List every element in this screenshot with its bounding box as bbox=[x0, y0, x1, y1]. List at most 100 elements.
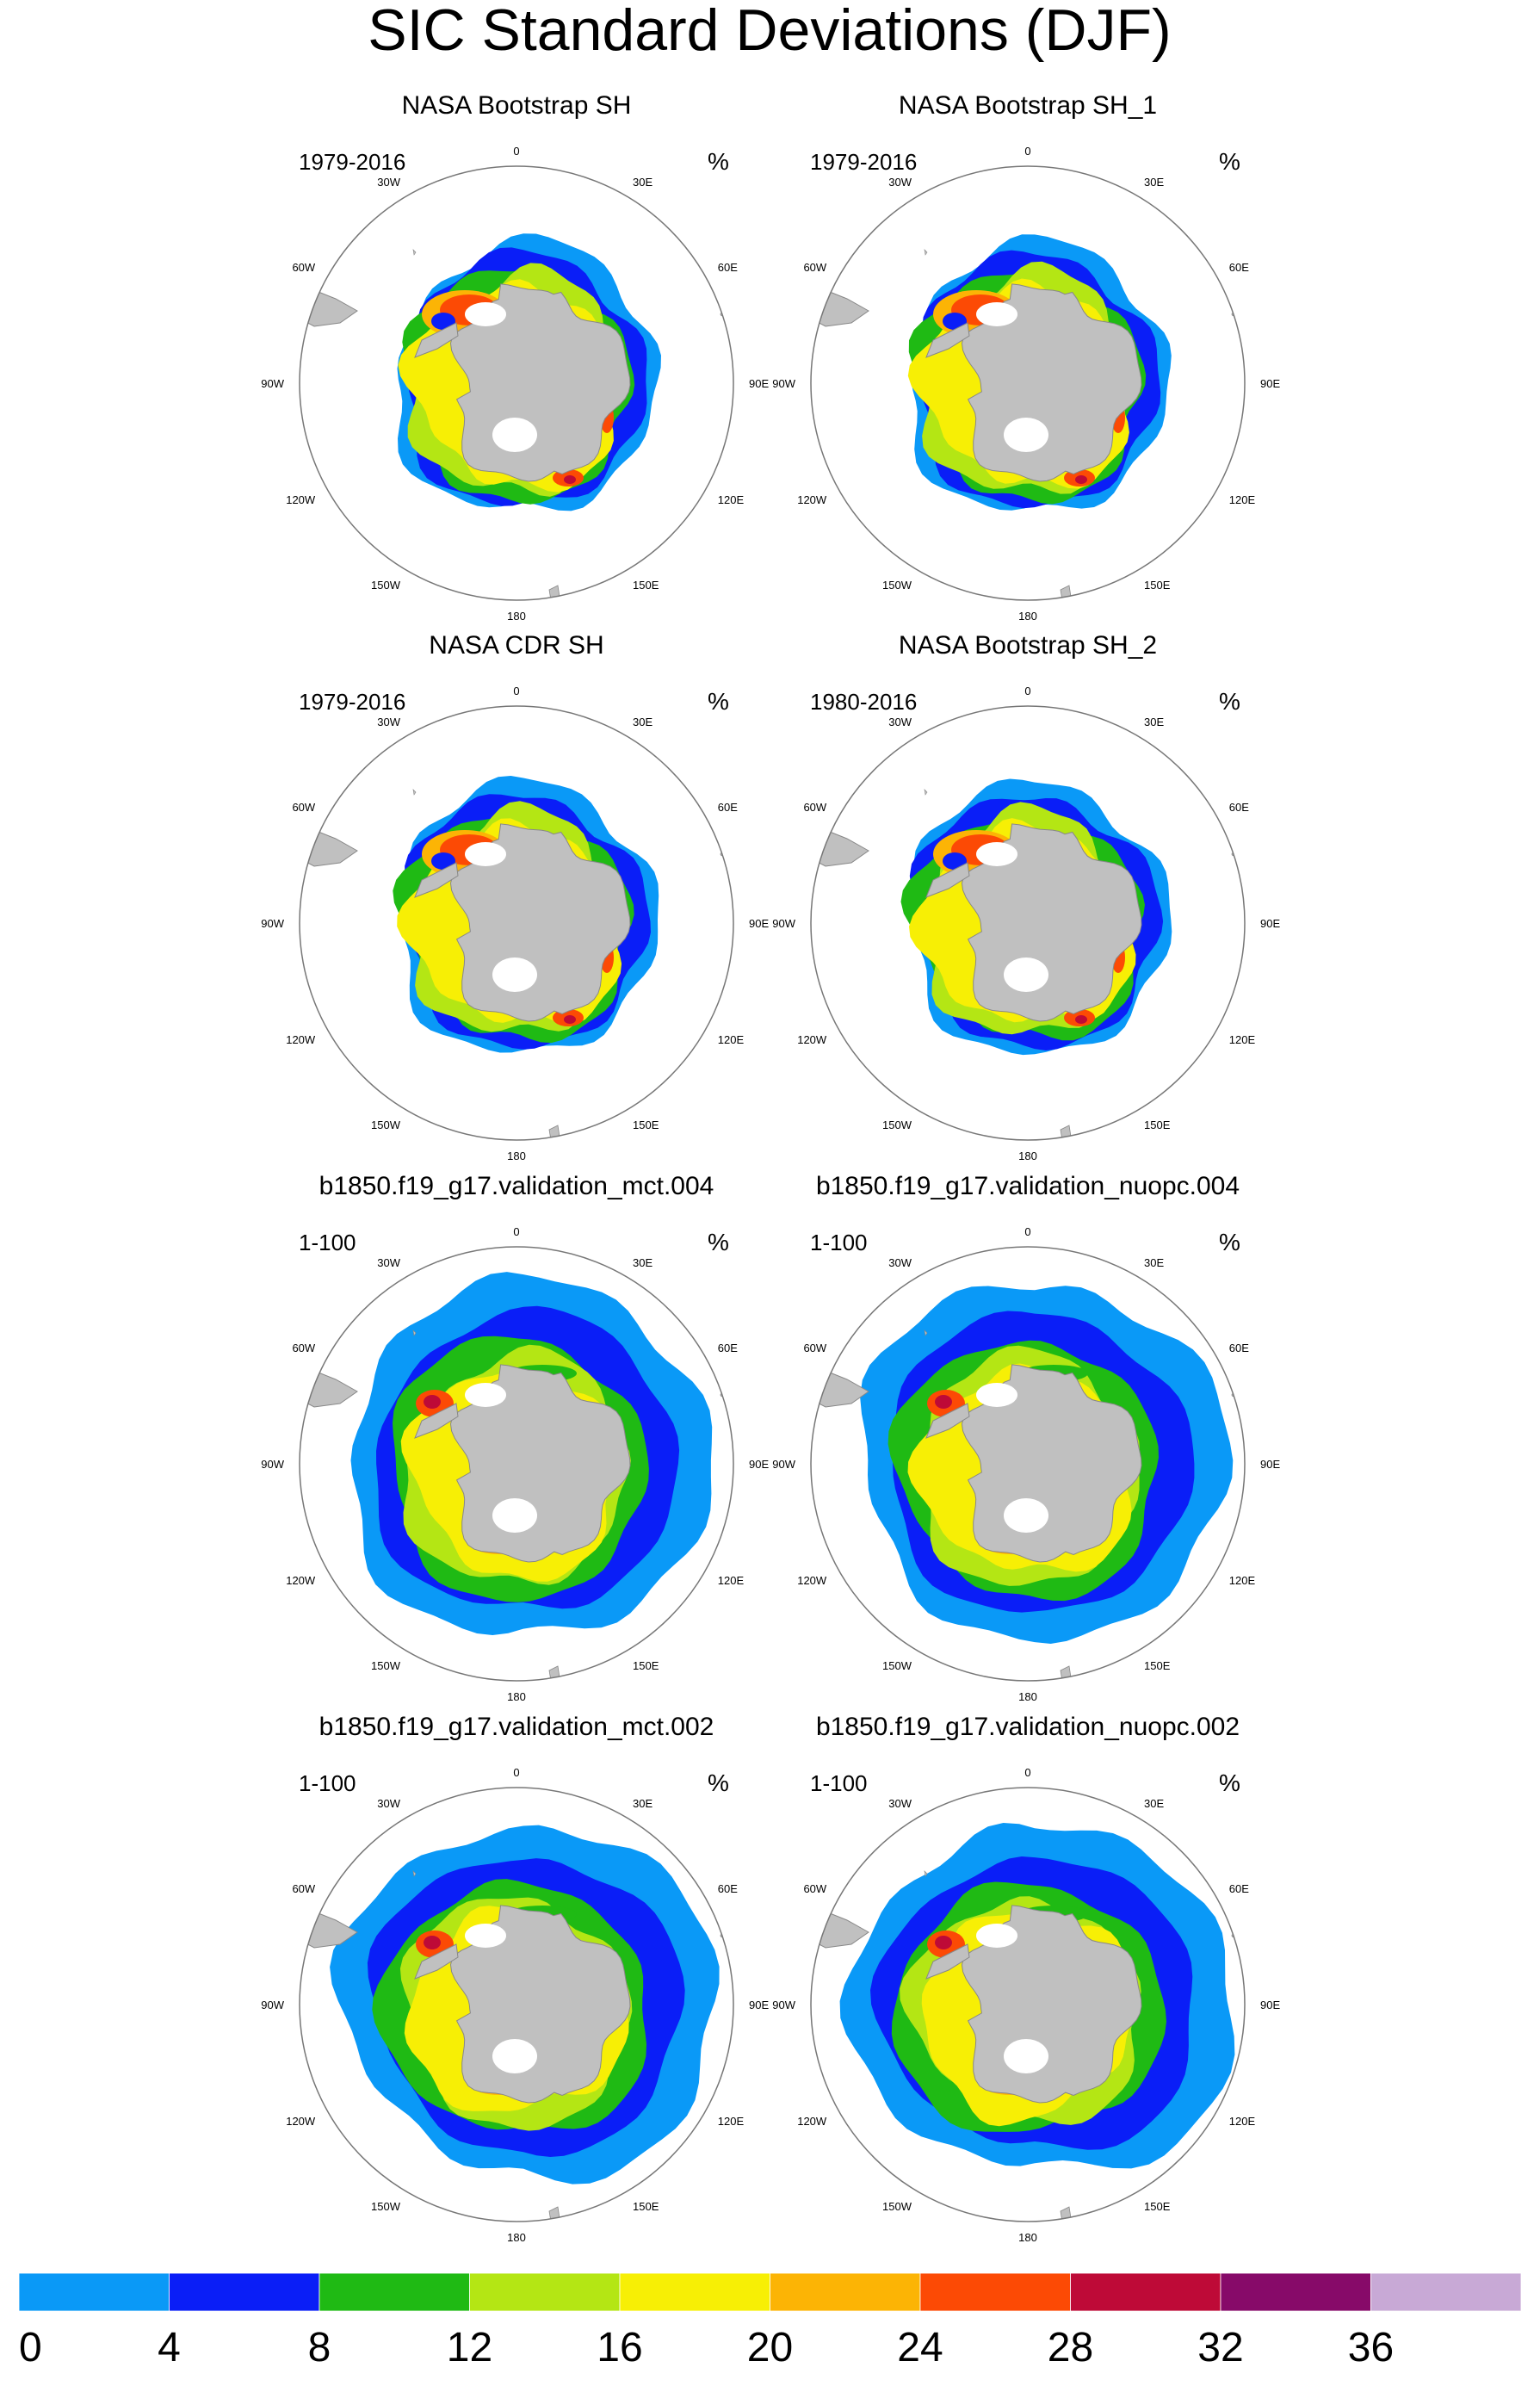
ice-hotspot bbox=[431, 313, 455, 330]
ross-ice-shelf bbox=[492, 418, 537, 452]
weddell-ice-shelf bbox=[976, 1924, 1017, 1948]
longitude-label: 150E bbox=[633, 1119, 659, 1131]
weddell-ice-shelf bbox=[465, 302, 506, 326]
map-panel: b1850.f19_g17.validation_mct.002 1-100 % 0 3… bbox=[261, 1713, 769, 2244]
colorbar-label: 24 bbox=[897, 2325, 943, 2371]
panel-title: b1850.f19_g17.validation_mct.004 bbox=[319, 1172, 714, 1200]
panel-period: 1979-2016 bbox=[299, 689, 405, 715]
longitude-label: 150E bbox=[1144, 1659, 1171, 1672]
ice-hotspot bbox=[1075, 475, 1087, 484]
longitude-label: 30W bbox=[888, 716, 912, 728]
longitude-label: 30E bbox=[1144, 1256, 1164, 1269]
ross-ice-shelf bbox=[492, 1498, 537, 1533]
ice-hotspot bbox=[935, 1936, 952, 1949]
map-boundary bbox=[810, 165, 1246, 601]
longitude-label: 150E bbox=[633, 1659, 659, 1672]
panel-title: NASA Bootstrap SH_1 bbox=[899, 91, 1157, 120]
panel-period: 1979-2016 bbox=[810, 149, 917, 175]
panel-period: 1979-2016 bbox=[299, 149, 405, 175]
map-boundary bbox=[299, 705, 734, 1141]
longitude-label: 30E bbox=[633, 1256, 652, 1269]
longitude-label: 0 bbox=[513, 1766, 519, 1779]
longitude-label: 60E bbox=[1229, 261, 1249, 274]
panel-title: b1850.f19_g17.validation_mct.002 bbox=[319, 1713, 714, 1741]
longitude-label: 90W bbox=[261, 1999, 284, 2011]
longitude-label: 90W bbox=[772, 917, 795, 930]
colorbar-swatch bbox=[770, 2272, 921, 2312]
map-panel: NASA Bootstrap SH_1 1979-2016 % 0 30E 60E 90E 1… bbox=[772, 91, 1280, 623]
longitude-label: 150W bbox=[882, 1659, 912, 1672]
antarctic-peninsula bbox=[414, 1403, 459, 1439]
colorbar-swatch bbox=[169, 2272, 320, 2312]
longitude-label: 90E bbox=[749, 377, 769, 390]
weddell-ice-shelf bbox=[465, 1383, 506, 1407]
longitude-label: 90E bbox=[749, 917, 769, 930]
longitude-label: 180 bbox=[1018, 1150, 1037, 1162]
longitude-label: 120W bbox=[286, 1574, 316, 1587]
colorbar-swatch bbox=[1220, 2272, 1371, 2312]
colorbar: 0 4 8 12 16 20 24 28 32 36 bbox=[18, 2272, 1522, 2371]
weddell-ice-shelf bbox=[976, 302, 1017, 326]
panel-title: NASA Bootstrap SH_2 bbox=[899, 631, 1157, 660]
antarctic-peninsula bbox=[925, 322, 970, 358]
longitude-label: 150E bbox=[633, 2200, 659, 2213]
map-panel: NASA Bootstrap SH 1979-2016 % 0 30E 60E 90E 120… bbox=[261, 91, 769, 623]
ice-hotspot bbox=[564, 475, 576, 484]
map-panel: b1850.f19_g17.validation_nuopc.004 1-100%… bbox=[772, 1172, 1280, 1703]
colorbar-label: 36 bbox=[1348, 2325, 1394, 2371]
longitude-label: 90E bbox=[749, 1458, 769, 1471]
antarctic-peninsula bbox=[414, 322, 459, 358]
panels: NASA Bootstrap SH 1979-2016 % 0 30E 60E 90E 120… bbox=[261, 91, 1280, 2244]
south-georgia bbox=[924, 1329, 928, 1336]
south-georgia bbox=[412, 789, 417, 796]
longitude-label: 60E bbox=[718, 1882, 738, 1895]
map-panel: b1850.f19_g17.validation_nuopc.002 1-100%… bbox=[772, 1713, 1280, 2244]
longitude-label: 90E bbox=[1260, 1999, 1280, 2011]
longitude-label: 30W bbox=[377, 1797, 400, 1810]
longitude-label: 30W bbox=[377, 1256, 400, 1269]
longitude-label: 30E bbox=[1144, 716, 1164, 728]
longitude-label: 180 bbox=[507, 1150, 526, 1162]
longitude-label: 120E bbox=[718, 493, 745, 506]
longitude-label: 30W bbox=[888, 1256, 912, 1269]
longitude-label: 150E bbox=[1144, 1119, 1171, 1131]
ross-ice-shelf bbox=[1004, 418, 1048, 452]
south-georgia bbox=[412, 1870, 417, 1877]
colorbar-swatch bbox=[619, 2272, 770, 2312]
antarctic-peninsula bbox=[925, 1943, 970, 1980]
colorbar-swatch bbox=[1370, 2272, 1522, 2312]
longitude-label: 30W bbox=[888, 176, 912, 189]
sea-ice-field bbox=[811, 1286, 1238, 1681]
longitude-label: 120E bbox=[1229, 2115, 1256, 2128]
panel-period: 1-100 bbox=[299, 1770, 356, 1796]
longitude-label: 180 bbox=[1018, 2231, 1037, 2244]
south-georgia bbox=[412, 249, 417, 256]
longitude-label: 150W bbox=[371, 579, 401, 592]
figure-title: SIC Standard Deviations (DJF) bbox=[368, 0, 1171, 63]
sea-ice-field bbox=[300, 1272, 727, 1681]
ice-hotspot bbox=[424, 1936, 441, 1949]
map-boundary bbox=[810, 1787, 1246, 2222]
longitude-label: 0 bbox=[1024, 1766, 1030, 1779]
longitude-label: 30E bbox=[1144, 176, 1164, 189]
longitude-label: 30W bbox=[377, 716, 400, 728]
longitude-label: 120W bbox=[286, 1033, 316, 1046]
map-boundary bbox=[810, 1246, 1246, 1682]
longitude-label: 60E bbox=[718, 1342, 738, 1354]
south-georgia bbox=[924, 789, 928, 796]
longitude-label: 150W bbox=[882, 2200, 912, 2213]
ross-ice-shelf bbox=[1004, 957, 1048, 992]
panel-units: % bbox=[1219, 1229, 1240, 1255]
longitude-label: 120W bbox=[286, 2115, 316, 2128]
longitude-label: 150W bbox=[371, 1119, 401, 1131]
longitude-label: 90W bbox=[772, 377, 795, 390]
sea-ice-field bbox=[811, 1823, 1238, 2222]
longitude-label: 60W bbox=[803, 1882, 826, 1895]
ice-hotspot bbox=[935, 1395, 952, 1409]
sea-ice-field bbox=[300, 1825, 727, 2222]
panel-period: 1980-2016 bbox=[810, 689, 917, 715]
ross-ice-shelf bbox=[1004, 1498, 1048, 1533]
longitude-label: 0 bbox=[513, 145, 519, 158]
longitude-label: 120E bbox=[1229, 1574, 1256, 1587]
